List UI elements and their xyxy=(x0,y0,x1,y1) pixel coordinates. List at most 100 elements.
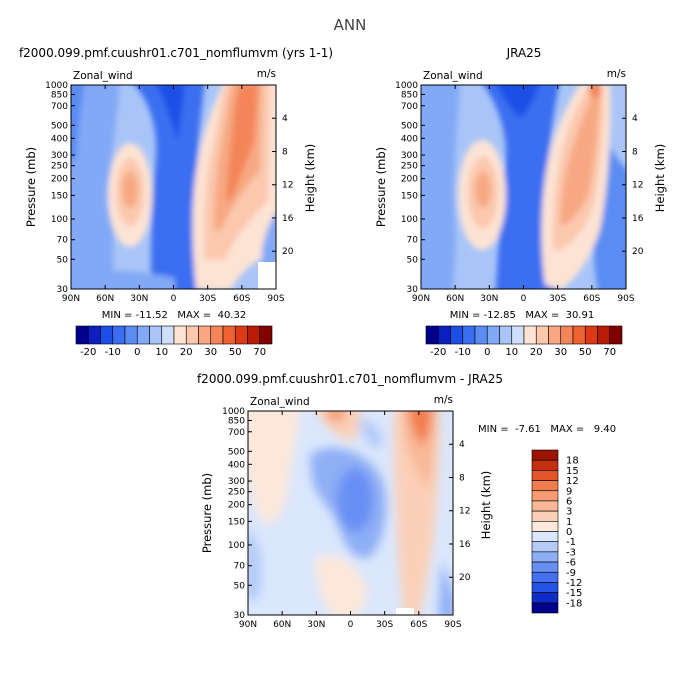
units-tag: m/s xyxy=(434,394,453,406)
stat-text: MIN = -12.85 MAX = 30.91 xyxy=(450,310,594,321)
x-tick-label: 90N xyxy=(412,294,430,304)
y-tick-label-right: 20 xyxy=(282,247,294,257)
colorbar-label: -10 xyxy=(105,347,121,358)
y-tick-label: 250 xyxy=(228,488,245,498)
colorbar-label: 12 xyxy=(566,476,579,487)
y-tick-label: 500 xyxy=(51,121,68,131)
colorbar-label: 10 xyxy=(155,347,168,358)
y-tick-label-right: 12 xyxy=(282,181,293,191)
y-tick-label: 300 xyxy=(401,151,418,161)
y-axis-title-right: Height (km) xyxy=(653,144,667,213)
colorbar-label: -15 xyxy=(566,588,582,599)
colorbar-label: 30 xyxy=(554,347,567,358)
colorbar-box xyxy=(450,325,464,345)
colorbar-label: -18 xyxy=(566,598,582,609)
y-tick-label: 30 xyxy=(234,611,246,621)
colorbar-box xyxy=(531,490,559,502)
colorbar-box xyxy=(499,325,513,345)
contour-sh-jet-inner xyxy=(560,95,600,225)
x-tick-label: 90S xyxy=(444,620,461,630)
contour-neg-left-low xyxy=(248,530,262,600)
y-axis-title: Pressure (mb) xyxy=(24,147,38,227)
axis-ticks: 90N 60N 30N 0 30S 60S 90S 30 50 70 100 150 200 250300… xyxy=(395,81,644,304)
x-tick-label: 60S xyxy=(233,294,250,304)
y-tick-label: 400 xyxy=(228,460,245,470)
colorbar-box xyxy=(548,325,562,345)
contour-pos-center-core xyxy=(326,411,346,422)
x-tick-label: 30S xyxy=(376,620,393,630)
colorbar-box xyxy=(234,325,248,345)
y-tick-label-right: 16 xyxy=(459,540,471,550)
stat-text: MIN = -11.52 MAX = 40.32 xyxy=(102,310,246,321)
x-tick-label: 0 xyxy=(171,294,177,304)
y-tick-label: 250 xyxy=(401,162,418,172)
y-tick-label: 1000 xyxy=(45,81,68,91)
colorbar-box xyxy=(531,500,559,512)
colorbar-box xyxy=(75,325,89,345)
colorbar-label: -20 xyxy=(430,347,446,358)
y-tick-label-right: 20 xyxy=(632,247,644,257)
y-tick-label: 100 xyxy=(228,541,245,551)
x-tick-label: 90S xyxy=(267,294,284,304)
y-tick-label: 200 xyxy=(228,501,245,511)
contour-field xyxy=(71,85,276,289)
colorbar-boxes xyxy=(531,449,559,614)
colorbar-box xyxy=(136,325,150,345)
variable-tag: Zonal_wind xyxy=(250,396,310,408)
y-tick-label-right: 12 xyxy=(459,507,470,517)
colorbar-box xyxy=(474,325,488,345)
x-tick-label: 30N xyxy=(480,294,498,304)
topo-mask xyxy=(396,608,414,615)
colorbar-box xyxy=(531,480,559,492)
colorbar-label: 1 xyxy=(566,517,572,528)
contour-pos-sh-core xyxy=(408,411,432,445)
y-tick-label: 500 xyxy=(228,447,245,457)
colorbar-label: 10 xyxy=(505,347,518,358)
y-axis-title-right: Height (km) xyxy=(303,144,317,213)
colorbar: -20 -10 0 10 20 30 50 70 xyxy=(425,325,623,358)
y-tick-label-right: 8 xyxy=(459,473,465,483)
y-tick-label: 30 xyxy=(57,285,69,295)
contour-pos-lower-center xyxy=(315,555,367,615)
y-axis-title: Pressure (mb) xyxy=(374,147,388,227)
colorbar-label: -12 xyxy=(566,578,582,589)
y-tick-label: 70 xyxy=(57,236,69,246)
colorbar-box xyxy=(161,325,175,345)
panel-title: f2000.099.pmf.cuushr01.c701_nomflumvm (y… xyxy=(19,46,333,60)
colorbar-box xyxy=(531,449,559,461)
colorbar-box xyxy=(572,325,586,345)
contour-pos-center xyxy=(316,411,361,441)
panel-title: f2000.099.pmf.cuushr01.c701_nomflumvm - … xyxy=(197,372,503,386)
y-tick-label: 150 xyxy=(51,191,68,201)
colorbar-box xyxy=(259,325,273,345)
x-tick-label: 0 xyxy=(348,620,354,630)
panel-obs: JRA25 Zonal_wind m/s 90N 60N 30N 0 30S 60S 90S… xyxy=(374,46,667,358)
colorbar-label: -9 xyxy=(566,568,576,579)
colorbar-box xyxy=(523,325,537,345)
stat-text: MIN = -7.61 MAX = 9.40 xyxy=(478,424,616,435)
topo-mask xyxy=(258,262,276,289)
colorbar-labels: -20 -10 0 10 20 30 50 70 xyxy=(430,347,616,358)
contour-neg-right-edge xyxy=(438,560,453,615)
axis-ticks: 90N 60N 30N 0 30S 60S 90S 30 50 70 100 150 200 250300… xyxy=(222,407,471,630)
colorbar-box xyxy=(609,325,623,345)
contour-neg-core xyxy=(483,85,560,289)
colorbar-box xyxy=(222,325,236,345)
y-tick-label-right: 16 xyxy=(282,214,294,224)
colorbar-label: 0 xyxy=(566,527,572,538)
colorbar-label: 30 xyxy=(204,347,217,358)
colorbar-label: 0 xyxy=(484,347,490,358)
contour-nh-jet-core xyxy=(122,172,138,208)
contour-sh-jet-core xyxy=(589,85,601,98)
contour-neg-center-core xyxy=(337,468,373,532)
colorbar-label: -20 xyxy=(80,347,96,358)
colorbar-box xyxy=(531,571,559,583)
colorbar-box xyxy=(462,325,476,345)
colorbar-box xyxy=(597,325,611,345)
y-tick-label-right: 16 xyxy=(632,214,644,224)
y-tick-label: 100 xyxy=(51,215,68,225)
y-tick-label: 850 xyxy=(51,90,68,100)
y-tick-label-right: 8 xyxy=(282,147,288,157)
